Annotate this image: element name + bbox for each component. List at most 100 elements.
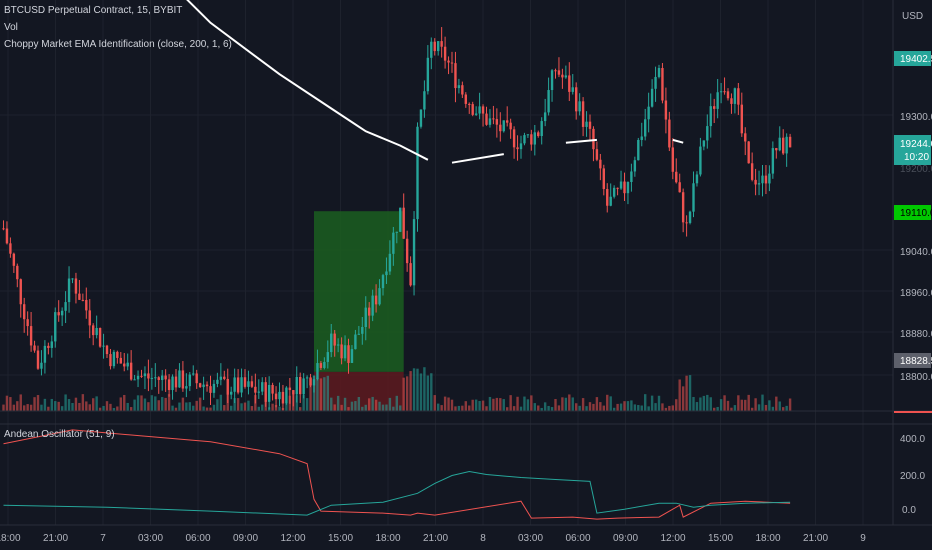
volume-bar [750,407,754,411]
volume-bar [209,407,212,411]
time-axis[interactable]: 18:00 21:00 7 03:00 06:00 09:00 12:00 15:00 18:0… [0,533,866,544]
candle-body [119,357,122,364]
volume-bar [33,397,36,411]
volume-bar [626,401,630,411]
time-tick: 09:00 [613,533,638,544]
volume-bar [782,407,785,411]
candle-body [785,136,788,154]
oscillator-axis[interactable]: 400.0 200.0 0.0 [900,434,925,516]
time-tick: 21:00 [803,533,828,544]
candle-body [516,147,519,150]
candle-body [623,181,626,194]
osc-tick: 200.0 [900,471,925,482]
candle-body [730,98,733,104]
candle-body [192,373,195,375]
candle-body [461,85,464,95]
candle-body [2,228,5,230]
volume-bar [385,404,388,411]
candle-body [347,345,350,363]
volume-bar [116,406,119,411]
indicator-legend[interactable]: Choppy Market EMA Identification (close,… [4,39,232,50]
price-label-gray: 18828.5 [894,353,932,368]
price-tick: 19040.0 [900,247,932,258]
price-tick: 19300.0 [900,112,932,123]
candle-body [478,106,481,114]
price-tick: 18800.0 [900,372,932,383]
candle-body [19,279,22,305]
candle-body [26,319,29,327]
candle-body [740,104,743,134]
volume-bar [405,376,409,411]
volume-bar [443,396,447,411]
candle-body [764,175,768,184]
volume-bar [516,396,519,411]
oscillator-legend[interactable]: Andean Oscillator (51, 9) [4,429,115,440]
candle-body [54,312,57,342]
volume-bar [464,401,467,411]
volume-bar [644,394,647,411]
volume-bar [550,407,554,411]
candle-body [154,377,157,379]
candle-body [685,222,688,224]
volume-bar [236,398,240,411]
volume-bar [240,403,243,411]
candle-body [664,100,668,120]
volume-bar [506,407,509,411]
candle-body [640,136,643,140]
volume-bar [543,402,547,411]
volume-bar [29,404,33,411]
volume-bar [371,396,374,411]
candle-body [292,390,295,395]
candle-body [657,68,661,77]
candle-body [143,373,147,377]
candle-body [702,140,706,147]
price-axis[interactable]: USD 19300.0 19040.0 18960.0 18880.0 1880… [900,11,932,383]
candle-body [371,295,374,316]
candle-body [95,327,98,336]
volume-bar [474,399,478,411]
volume-bar [512,406,516,411]
candle-body [212,383,216,393]
volume-bar [495,397,499,411]
candle-body [523,135,526,144]
volume-bar [2,404,5,411]
volume-bar [764,404,768,411]
volume-bar [319,378,323,411]
countdown-text: 10:20 [904,152,929,163]
volume-bar [312,375,316,411]
volume-bar [447,397,450,411]
candle-body [474,113,478,115]
candle-body [409,263,412,286]
volume-bar [40,404,43,411]
candle-body [126,362,129,367]
candle-body [57,312,60,316]
volume-bar [519,406,523,411]
volume-bar [706,394,709,411]
candle-body [333,333,336,346]
candle-body [140,375,143,377]
volume-bar [388,397,392,411]
candle-body [261,382,264,392]
volume-bar [616,403,619,411]
candle-body [713,106,716,109]
candle-body [188,374,191,387]
candle-body [388,253,392,272]
candle-body [681,192,685,223]
candle-body [654,76,657,89]
volume-legend[interactable]: Vol [4,22,18,33]
candle-body [267,384,271,402]
candle-body [9,243,12,254]
volume-bar [478,400,481,411]
candle-body [312,379,316,386]
candle-body [316,363,319,380]
candle-body [782,137,785,154]
candle-body [350,349,354,363]
symbol-legend[interactable]: BTCUSD Perpetual Contract, 15, BYBIT [4,5,183,16]
candle-body [647,106,650,120]
candle-body [323,361,326,368]
candle-body [112,351,116,367]
volume-bar [336,395,340,411]
volume-bar [785,405,788,411]
candle-body [354,334,357,350]
